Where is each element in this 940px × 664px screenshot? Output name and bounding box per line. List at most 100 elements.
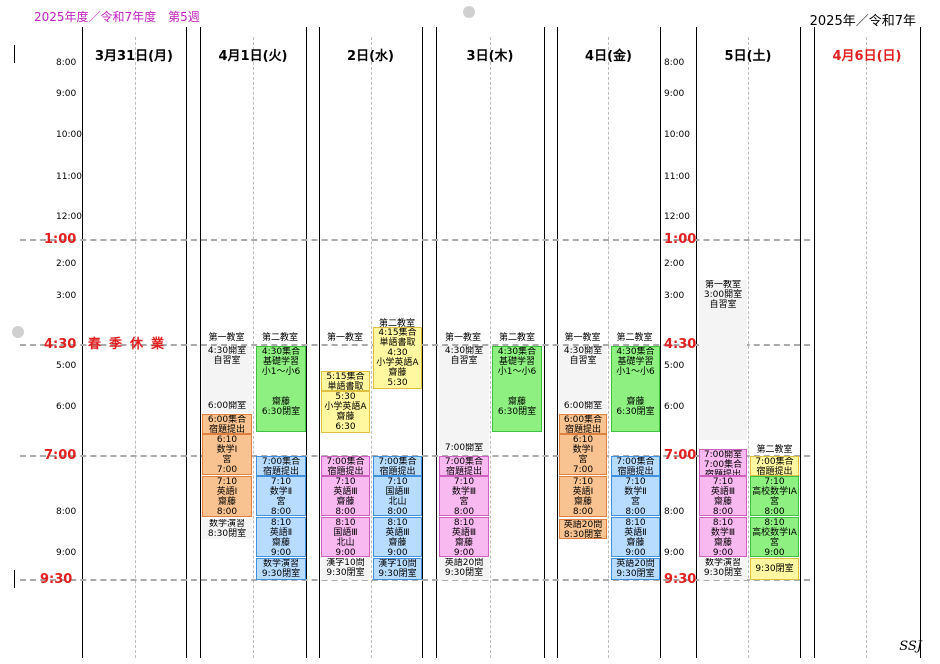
block-line: 7:10 [453, 477, 475, 487]
room-label: 第一教室 [208, 333, 245, 343]
schedule-block[interactable]: 数学演習 9:30閉室 [699, 558, 747, 580]
block-line: 8:00 [625, 507, 646, 516]
schedule-block[interactable]: 7:00開室 7:00集合 宿題提出 [699, 449, 747, 476]
block-line: 9:00 [764, 548, 785, 557]
schedule-block[interactable]: 7:10 英語Ⅰ 齋藤 8:00 [202, 476, 252, 517]
block-line: 4:15集合 [378, 328, 417, 338]
day-header-fri: 4日(金) [585, 49, 632, 64]
block-line: 9:30閉室 [326, 568, 365, 578]
block-line [493, 377, 541, 387]
block-line: 9:30閉室 [261, 569, 301, 579]
schedule-block[interactable]: 7:10 数学Ⅱ 宮 8:00 [611, 476, 660, 516]
schedule-block[interactable]: 8:10 数学Ⅲ 齋藤 9:00 [699, 517, 747, 557]
block-line: 5:15集合 [326, 372, 365, 382]
grid-line [696, 27, 697, 658]
grid-line [660, 27, 661, 658]
block-line: 7:00集合 [703, 460, 743, 470]
grid-dash [371, 37, 372, 658]
schedule-block[interactable]: 8:10 英語Ⅲ 齋藤 9:00 [373, 517, 422, 557]
schedule-block[interactable]: 7:00集合 宿題提出 [439, 456, 489, 476]
schedule-block[interactable]: 7:10 高校数学ⅠA 宮 8:00 [750, 476, 799, 516]
block-line: 宮 [630, 497, 640, 507]
schedule-block[interactable]: 7:10 数学Ⅱ 宮 8:00 [256, 476, 306, 516]
block-line: 漢字10問 [378, 559, 417, 569]
schedule-block[interactable]: 7:00集合 宿題提出 [611, 456, 660, 476]
block-line: 齋藤 [217, 497, 236, 507]
schedule-block[interactable]: 4:30開室 自習室 [559, 346, 607, 410]
hour-label: 3:00 [56, 291, 77, 301]
block-line: 8:30閉室 [563, 530, 603, 539]
schedule-block[interactable]: 4:15集合 単語書取 4:30 小学英語A 齋藤 5:30 [373, 327, 422, 389]
schedule-block[interactable]: 漢字10問 9:30閉室 [373, 558, 422, 580]
schedule-block[interactable]: 6:10 数学Ⅰ 宮 7:00 [202, 434, 252, 475]
grid-line [306, 27, 307, 658]
schedule-block[interactable]: 8:10 英語Ⅲ 齋藤 9:00 [439, 517, 489, 557]
schedule-block[interactable]: 4:30集合 基礎学習 小1～小6 齋藤 6:30閉室 [611, 346, 660, 432]
grid-line [814, 27, 815, 658]
block-line: 英語Ⅰ [216, 487, 238, 497]
block-line: 8:10 [387, 518, 408, 528]
block-line: 宮 [769, 497, 779, 507]
schedule-block[interactable]: 英語20問 9:30閉室 [439, 558, 489, 580]
schedule-block[interactable]: 英語20問 9:30閉室 [611, 558, 660, 580]
schedule-block[interactable]: 7:10 英語Ⅲ 齋藤 8:00 [321, 476, 370, 516]
schedule-block[interactable]: 漢字10問 9:30閉室 [321, 558, 370, 580]
schedule-block[interactable]: 7:10 数学Ⅲ 宮 8:00 [439, 476, 489, 516]
block-line: 英語Ⅲ [710, 487, 736, 497]
schedule-block[interactable]: 6:00開室 [202, 401, 252, 413]
block-line: 5:30 [387, 378, 408, 388]
day-header-thu: 3日(木) [466, 49, 514, 64]
schedule-block[interactable]: 4:30集合 基礎学習 小1～小6 齋藤 6:30閉室 [492, 346, 542, 432]
week-title: 2025年度／令和7年度 第5週 [34, 10, 200, 24]
schedule-block[interactable]: 9:30閉室 [750, 558, 799, 580]
block-line: 単語書取 [379, 338, 416, 348]
schedule-block[interactable]: 4:30開室 自習室 [202, 346, 252, 410]
hour-label: 3:00 [664, 291, 685, 301]
schedule-block[interactable]: 7:00集合 宿題提出 [750, 456, 799, 476]
block-line: 8:10 [270, 518, 292, 528]
schedule-block[interactable]: 第一教室 3:00開室 自習室 [699, 280, 747, 440]
schedule-block[interactable]: 5:15集合 単語書取 [321, 371, 370, 391]
grid-line [82, 27, 83, 658]
block-line: 9:00 [625, 548, 646, 557]
room-label: 第二教室 [498, 333, 535, 343]
schedule-block[interactable]: 英語20問 8:30閉室 [559, 519, 607, 539]
schedule-block[interactable]: 7:00集合 宿題提出 [373, 456, 422, 476]
schedule-block[interactable]: 7:10 国語Ⅲ 北山 8:00 [373, 476, 422, 516]
schedule-block[interactable]: 6:10 数学Ⅰ 宮 7:00 [559, 434, 607, 475]
schedule-block[interactable]: 4:30集合 基礎学習 小1～小6 齋藤 6:30閉室 [256, 346, 306, 432]
grid-dash [608, 37, 609, 658]
schedule-block[interactable]: 6:00集合 宿題提出 [202, 414, 252, 434]
schedule-block[interactable]: 数学演習 8:30閉室 [202, 519, 252, 539]
hour-label: 8:00 [664, 507, 685, 517]
hour-label: 10:00 [56, 130, 82, 140]
block-line: 8:10 [764, 518, 785, 528]
schedule-block[interactable]: 数学演習 9:30閉室 [256, 558, 306, 580]
hour-label: 9:00 [664, 89, 685, 99]
day-header-wed: 2日(水) [347, 49, 394, 64]
schedule-block[interactable]: 6:00開室 [559, 401, 607, 413]
schedule-block[interactable]: 8:10 英語Ⅱ 齋藤 9:00 [611, 517, 660, 557]
schedule-block[interactable]: 8:10 国語Ⅲ 北山 9:00 [321, 517, 370, 557]
block-line: 7:10 [216, 477, 238, 487]
schedule-block[interactable]: 7:00集合 宿題提出 [256, 456, 306, 476]
hour-label: 5:00 [664, 361, 685, 371]
grid-dash [866, 37, 867, 658]
grid-line [319, 27, 320, 658]
hour-label: 12:00 [56, 212, 82, 222]
block-line: 9:30閉室 [703, 568, 743, 578]
block-line: 7:10 [387, 477, 408, 487]
schedule-block[interactable]: 7:00開室 [439, 443, 489, 455]
schedule-block[interactable]: 8:10 高校数学ⅠA 宮 9:00 [750, 517, 799, 557]
hour-label: 8:00 [56, 507, 77, 517]
block-line: 宿題提出 [262, 467, 299, 476]
schedule-block[interactable]: 8:10 英語Ⅱ 齋藤 9:00 [256, 517, 306, 557]
schedule-block[interactable]: 6:00集合 宿題提出 [559, 414, 607, 434]
schedule-block[interactable]: 7:10 英語Ⅲ 齋藤 8:00 [699, 476, 747, 516]
grid-line [544, 27, 545, 658]
schedule-block[interactable]: 7:10 英語Ⅰ 齋藤 8:00 [559, 476, 607, 517]
schedule-block[interactable]: 7:00集合 宿題提出 [321, 456, 370, 476]
block-line: 6:00集合 [207, 415, 247, 425]
schedule-block[interactable]: 5:30 小学英語A 齋藤 6:30 [321, 391, 370, 433]
schedule-block[interactable]: 4:30開室 自習室 [439, 346, 489, 446]
